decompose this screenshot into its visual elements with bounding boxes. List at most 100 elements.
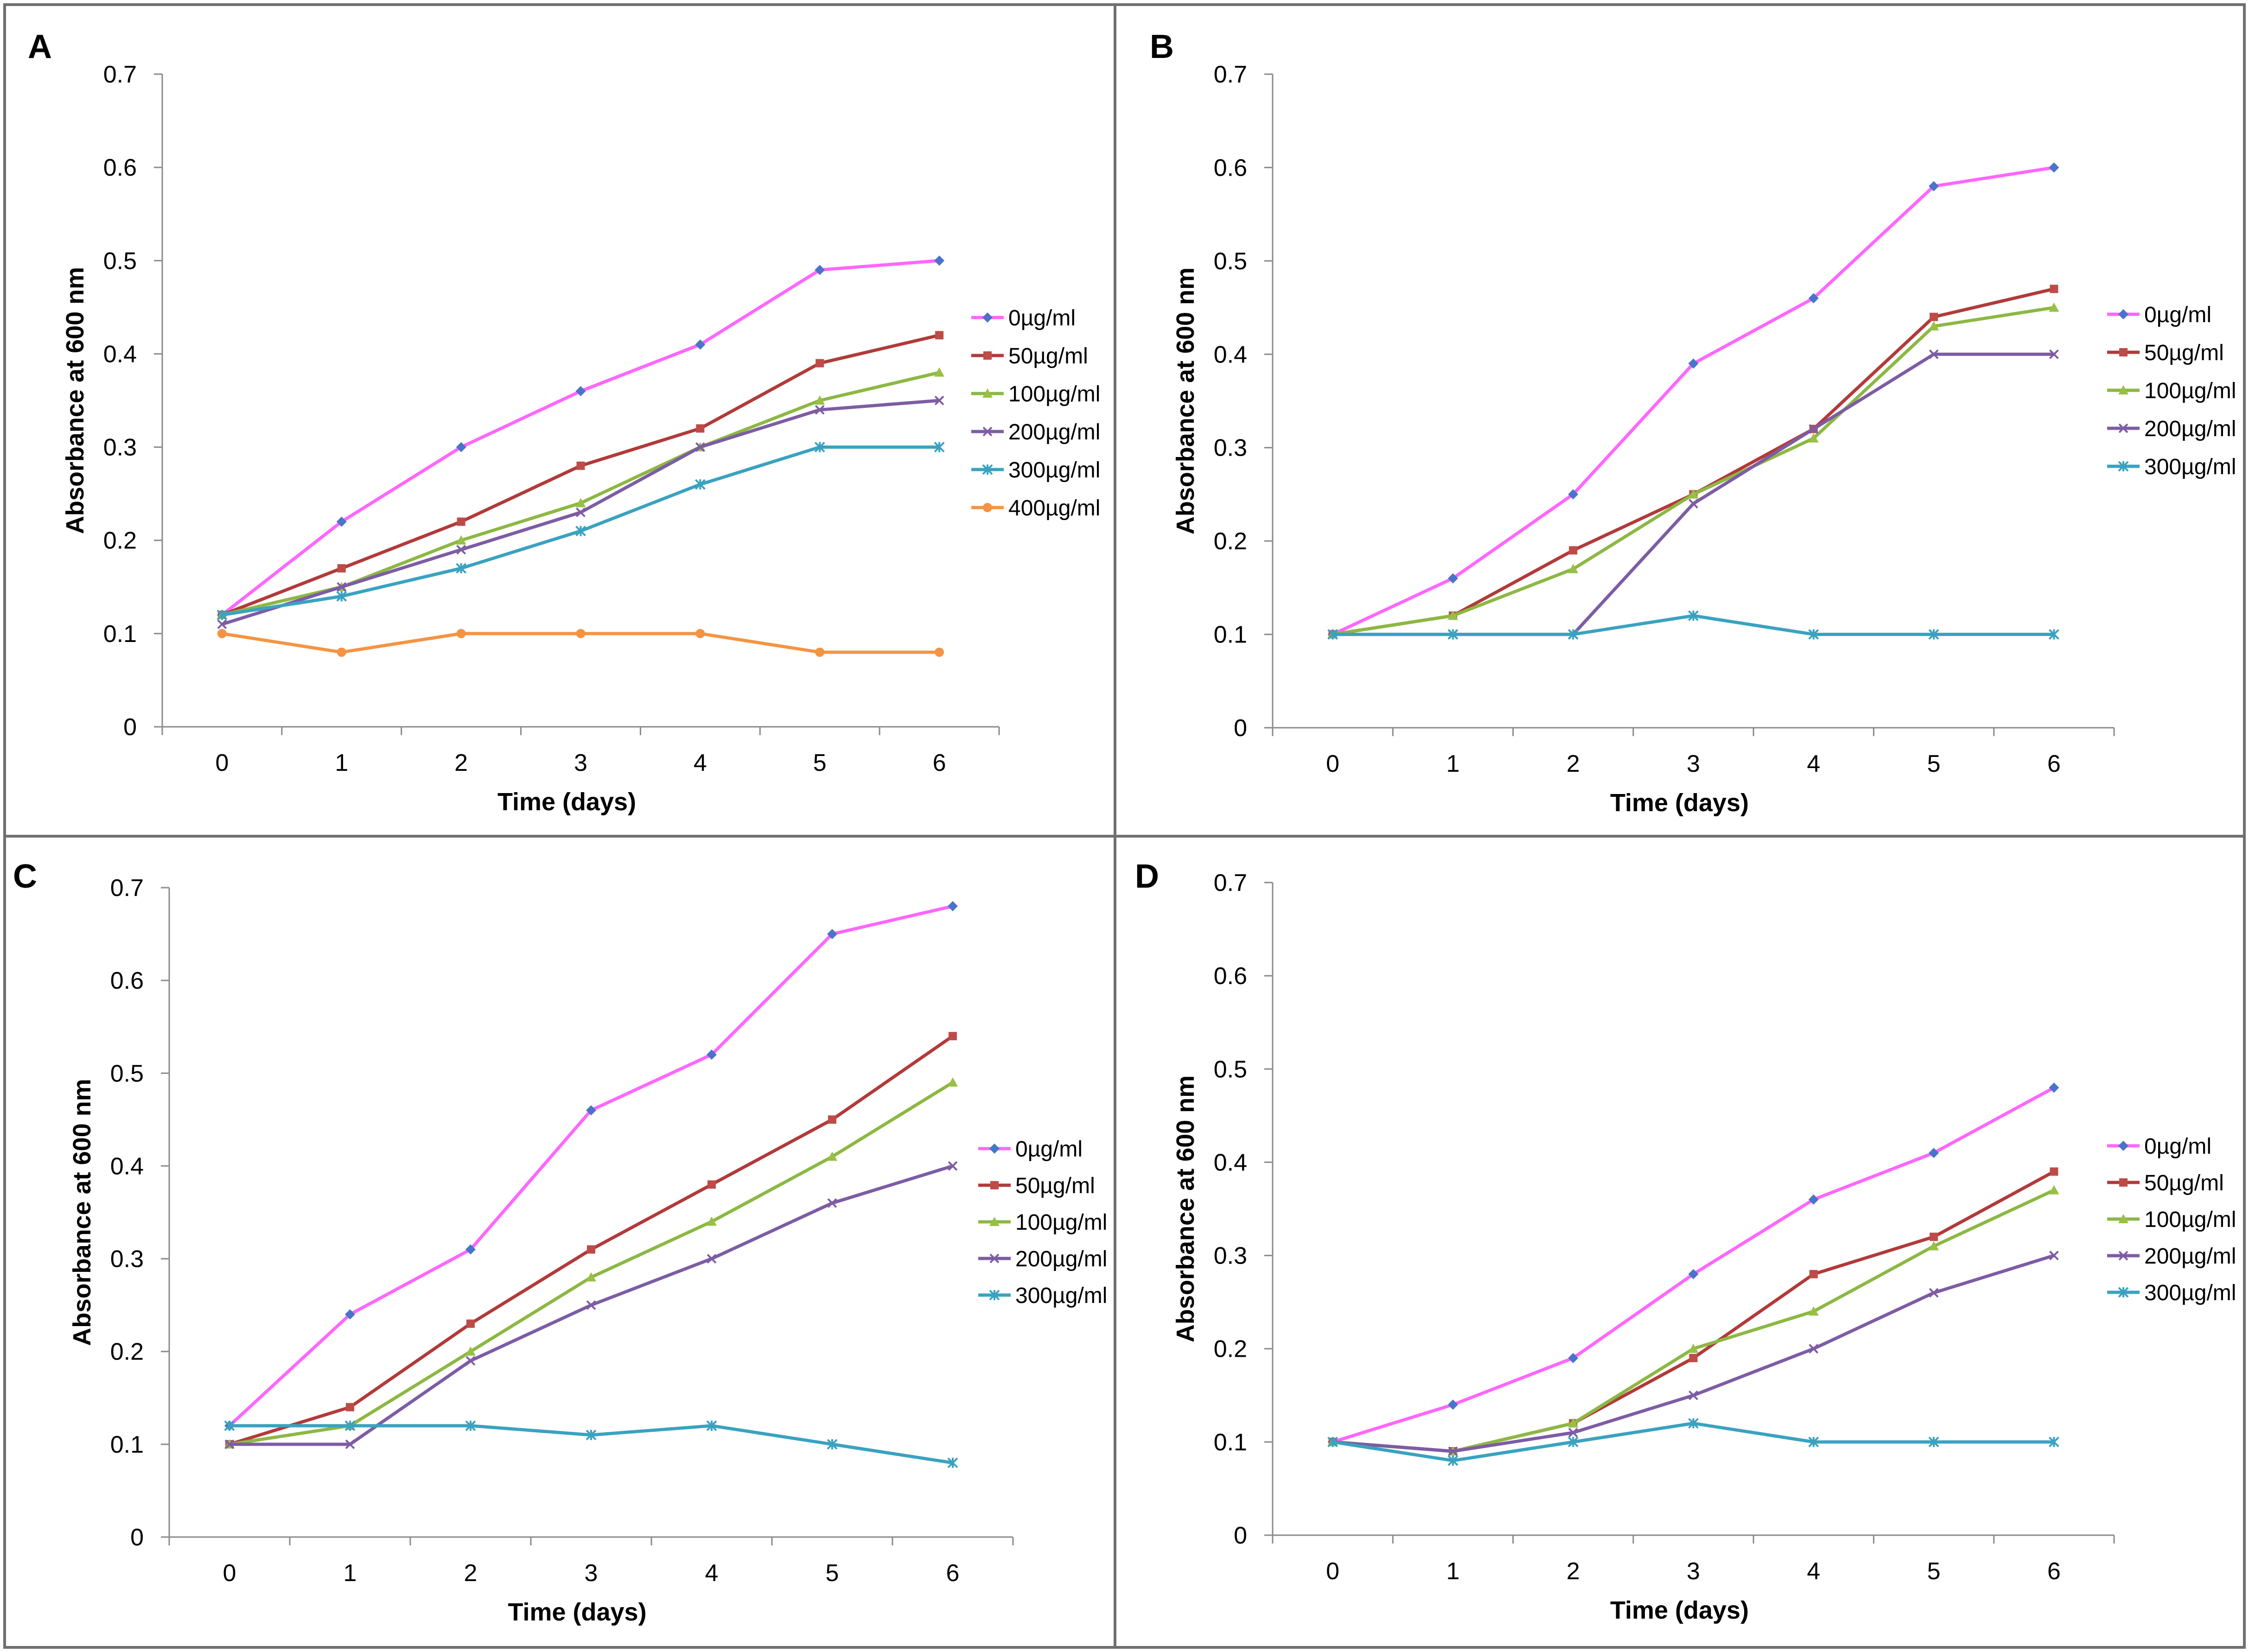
legend-label: 300µg/ml bbox=[1008, 458, 1100, 483]
data-point bbox=[1688, 1418, 1699, 1429]
legend-marker bbox=[982, 388, 993, 398]
y-tick-label: 0.7 bbox=[103, 61, 137, 88]
data-point bbox=[337, 582, 347, 592]
legend-entry: 100µg/ml bbox=[2107, 379, 2236, 403]
y-tick-label: 0.4 bbox=[110, 1153, 144, 1180]
data-point bbox=[2049, 1251, 2059, 1260]
data-point bbox=[465, 1420, 476, 1431]
data-point bbox=[707, 1254, 717, 1264]
y-tick-label: 0.6 bbox=[110, 967, 144, 994]
data-point bbox=[706, 1420, 717, 1431]
legend-marker bbox=[983, 351, 992, 360]
panel-c: C 0 0.1 0.2 0.3 0.4 0.5 0.6 0.7 0 1 2 3 4 5 6 Time (days… bbox=[13, 858, 1107, 1626]
data-point bbox=[695, 339, 706, 350]
data-point bbox=[1928, 1436, 1939, 1448]
legend-label: 300µg/ml bbox=[2144, 455, 2236, 479]
data-point bbox=[224, 1420, 235, 1431]
legend-label: 50µg/ml bbox=[2144, 1171, 2224, 1195]
legend-entry: 50µg/ml bbox=[2107, 1171, 2224, 1195]
y-tick-label: 0.6 bbox=[1214, 963, 1247, 990]
data-point bbox=[828, 1115, 836, 1124]
y-tick-label: 0.2 bbox=[110, 1339, 144, 1366]
data-point bbox=[586, 1105, 596, 1116]
data-point bbox=[948, 1077, 958, 1087]
y-tick-label: 0.7 bbox=[1214, 61, 1247, 88]
legend-marker bbox=[2119, 1178, 2128, 1187]
legend-label: 200µg/ml bbox=[2144, 1244, 2236, 1269]
series-5 bbox=[224, 1420, 958, 1468]
data-point bbox=[815, 405, 825, 415]
data-point bbox=[1688, 489, 1699, 499]
series-1 bbox=[1327, 1082, 2059, 1447]
panel-label: D bbox=[1135, 858, 1159, 895]
data-point bbox=[2049, 302, 2059, 312]
y-tick-label: 0 bbox=[130, 1524, 144, 1551]
legend-entry: 300µg/ml bbox=[2107, 1281, 2236, 1305]
legend-marker bbox=[2118, 423, 2128, 433]
x-tick-label: 1 bbox=[335, 750, 348, 776]
legend-label: 0µg/ml bbox=[2144, 1134, 2211, 1159]
data-point bbox=[1688, 610, 1699, 621]
data-point bbox=[1808, 1306, 1819, 1316]
series-4 bbox=[217, 395, 944, 629]
y-tick-label: 0.3 bbox=[1214, 1243, 1247, 1270]
y-axis-title: Absorbance at 600 nm bbox=[1172, 1075, 1199, 1342]
data-point bbox=[336, 516, 347, 527]
panel-a: A 0 0.1 0.2 0.3 0.4 0.5 0.6 0.7 0 1 2 3 4 5 6 Time (days… bbox=[28, 28, 1100, 816]
y-tick-label: 0.1 bbox=[103, 621, 137, 648]
data-point bbox=[814, 442, 825, 452]
y-tick-label: 0 bbox=[1234, 715, 1247, 742]
x-tick-label: 1 bbox=[1446, 750, 1459, 777]
data-point bbox=[707, 1180, 716, 1189]
legend-entry: 400µg/ml bbox=[971, 496, 1100, 521]
series-5 bbox=[1327, 1418, 2059, 1466]
data-point bbox=[456, 629, 466, 638]
series-5 bbox=[217, 442, 945, 621]
y-tick-label: 0.4 bbox=[103, 341, 137, 368]
legend-marker bbox=[989, 1253, 1000, 1264]
x-tick-label: 5 bbox=[1927, 750, 1941, 777]
figure-border bbox=[3, 3, 2246, 1649]
panel-b: B 0 0.1 0.2 0.3 0.4 0.5 0.6 0.7 0 1 2 3 4 5 6 Time (days… bbox=[1150, 28, 2236, 817]
data-point bbox=[1808, 293, 1819, 304]
data-point bbox=[336, 591, 347, 602]
data-point bbox=[1568, 489, 1579, 500]
data-point bbox=[1808, 629, 1819, 640]
y-axis-title: Absorbance at 600 nm bbox=[68, 1079, 96, 1346]
data-point bbox=[1809, 1344, 1819, 1354]
legend: 0µg/ml 50µg/ml 100µg/ml 200µg/ml 300µg/ml bbox=[2107, 1134, 2236, 1305]
x-tick-label: 4 bbox=[1807, 1558, 1820, 1585]
data-point bbox=[815, 395, 825, 405]
data-point bbox=[1569, 546, 1578, 555]
x-tick-label: 6 bbox=[2047, 750, 2061, 777]
legend-marker bbox=[982, 312, 993, 323]
panel-label: A bbox=[28, 28, 52, 65]
data-point bbox=[935, 331, 944, 340]
data-point bbox=[934, 442, 945, 452]
data-point bbox=[1688, 358, 1699, 369]
data-point bbox=[1448, 1446, 1458, 1456]
y-tick-label: 0.5 bbox=[110, 1060, 144, 1087]
legend-label: 400µg/ml bbox=[1008, 496, 1100, 521]
legend: 0µg/ml 50µg/ml 100µg/ml 200µg/ml 300µg/ml bbox=[978, 1137, 1107, 1308]
legend-marker bbox=[989, 1217, 1000, 1226]
x-tick-label: 3 bbox=[1687, 1558, 1700, 1585]
legend-marker bbox=[2118, 309, 2128, 319]
legend-marker bbox=[982, 426, 993, 437]
legend-marker bbox=[983, 503, 992, 512]
x-tick-label: 0 bbox=[1326, 1558, 1339, 1585]
legend-entry: 0µg/ml bbox=[971, 306, 1076, 330]
data-point bbox=[1929, 1288, 1939, 1298]
x-tick-label: 4 bbox=[1807, 750, 1820, 777]
data-point bbox=[337, 648, 346, 657]
x-axis-title: Time (days) bbox=[497, 788, 636, 816]
legend-marker bbox=[982, 464, 993, 475]
x-tick-label: 5 bbox=[826, 1560, 839, 1587]
data-point bbox=[2050, 1167, 2058, 1176]
data-point bbox=[217, 619, 227, 629]
y-tick-label: 0 bbox=[123, 714, 137, 741]
data-point bbox=[827, 1151, 837, 1161]
data-point bbox=[1929, 181, 1939, 191]
data-point bbox=[217, 610, 228, 621]
data-point bbox=[1929, 1148, 1939, 1158]
